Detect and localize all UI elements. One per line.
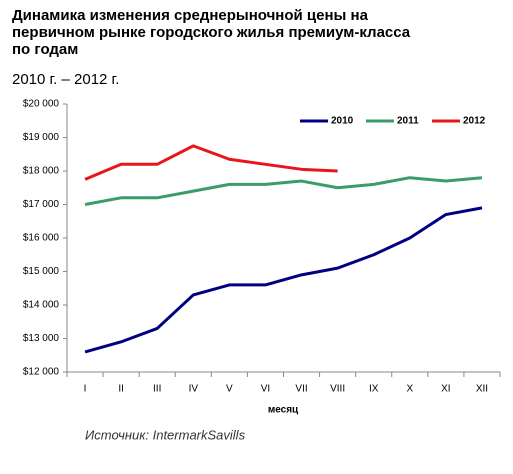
x-tick-label: I	[84, 384, 87, 395]
legend-label: 2011	[397, 116, 419, 127]
x-tick-label: IX	[369, 384, 379, 395]
x-tick-label: X	[406, 384, 413, 395]
x-tick-label: XII	[476, 384, 488, 395]
y-tick-label: $13 000	[23, 333, 60, 344]
chart-title: Динамика изменения среднерыночной цены н…	[12, 7, 369, 24]
y-tick-label: $19 000	[23, 132, 60, 143]
chart-subtitle: 2010 г. – 2012 г.	[12, 71, 119, 88]
x-tick-label: XI	[441, 384, 450, 395]
y-tick-label: $15 000	[23, 266, 60, 277]
x-tick-label: III	[153, 384, 161, 395]
x-axis-label: месяц	[268, 405, 299, 416]
y-tick-label: $14 000	[23, 300, 60, 311]
x-tick-label: VIII	[330, 384, 345, 395]
x-tick-label: IV	[189, 384, 199, 395]
y-tick-label: $17 000	[23, 199, 60, 210]
y-tick-label: $12 000	[23, 367, 60, 378]
line-series	[84, 206, 483, 354]
y-tick-label: $16 000	[23, 233, 60, 244]
y-tick-label: $18 000	[23, 166, 60, 177]
line-series	[84, 144, 338, 181]
chart-title: первичном рынке городского жилья премиум…	[12, 24, 411, 41]
x-tick-label: VI	[261, 384, 270, 395]
x-tick-label: II	[118, 384, 124, 395]
y-tick-label: $20 000	[23, 99, 60, 110]
legend-label: 2010	[331, 116, 354, 127]
x-tick-label: VII	[295, 384, 307, 395]
chart-title: по годам	[12, 41, 78, 58]
x-tick-label: V	[226, 384, 233, 395]
source: Источник: IntermarkSavills	[85, 427, 246, 442]
legend-label: 2012	[463, 116, 486, 127]
line-series	[84, 176, 483, 206]
